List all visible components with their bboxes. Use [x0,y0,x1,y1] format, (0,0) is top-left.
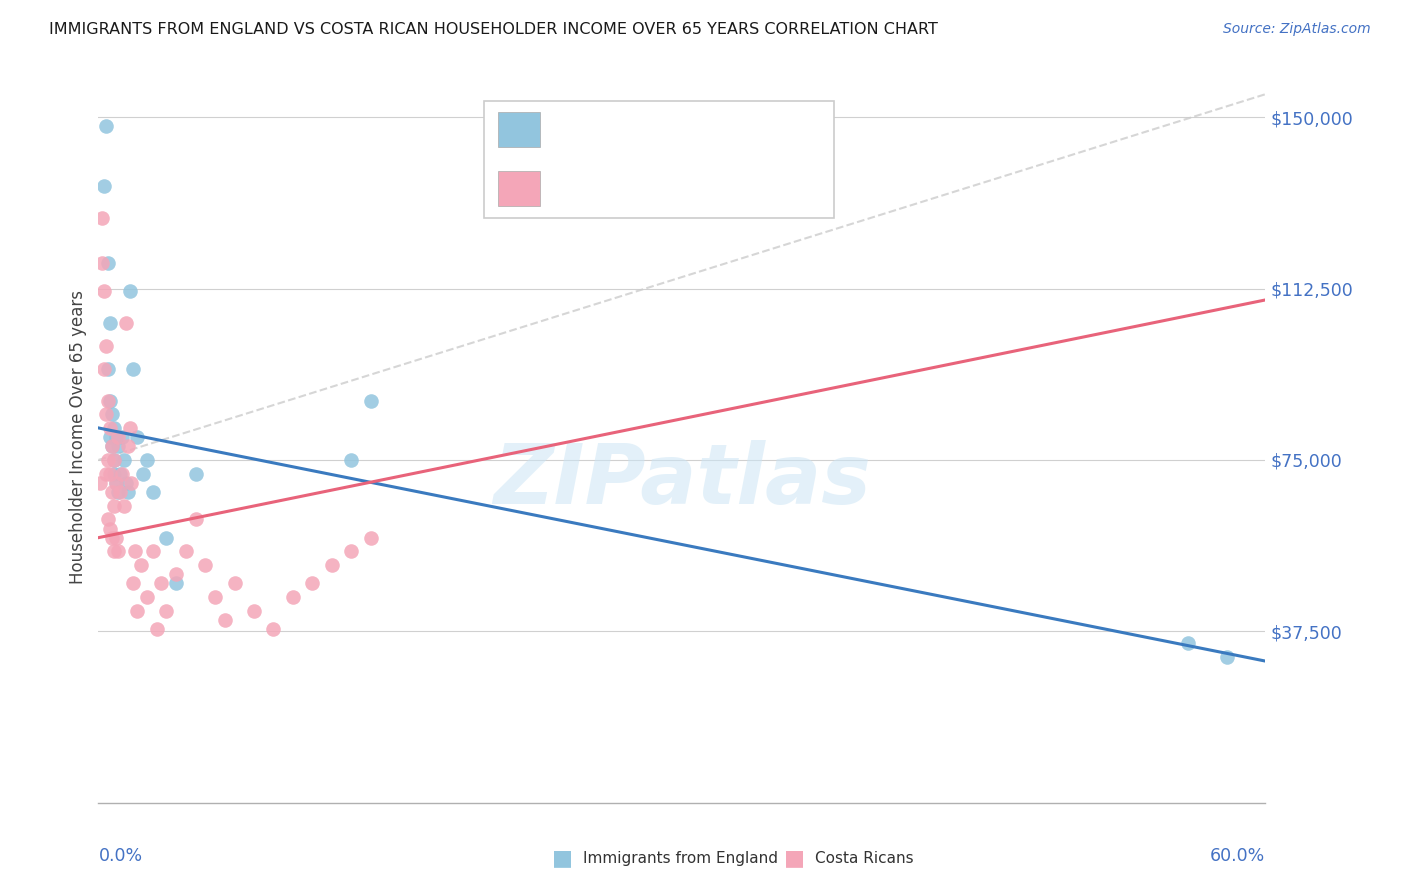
Point [114,475,136,490]
Point [360,531,382,545]
Point [117,439,139,453]
Text: Source: ZipAtlas.com: Source: ZipAtlas.com [1223,22,1371,37]
Point [184,467,207,481]
Point [204,590,226,604]
Point [107,439,129,453]
Point [281,590,304,604]
Point [122,361,145,376]
Point [101,484,124,499]
Point [142,544,165,558]
Point [91,211,114,225]
Point [107,544,129,558]
Text: ■: ■ [553,848,572,868]
Text: IMMIGRANTS FROM ENGLAND VS COSTA RICAN HOUSEHOLDER INCOME OVER 65 YEARS CORRELAT: IMMIGRANTS FROM ENGLAND VS COSTA RICAN H… [49,22,938,37]
Point [89,475,111,490]
Point [114,316,136,330]
Point [103,453,125,467]
Point [118,421,141,435]
Point [101,531,124,545]
Text: Immigrants from England: Immigrants from England [583,851,779,865]
Point [124,544,146,558]
Point [1177,636,1199,650]
Point [194,558,217,573]
Point [97,256,120,270]
Point [301,576,323,591]
Point [98,467,121,481]
Point [146,622,169,636]
Point [108,467,131,481]
Point [98,430,121,444]
Point [103,467,125,481]
Point [98,521,121,535]
Point [93,178,115,193]
Point [155,531,177,545]
Point [101,407,124,421]
Point [103,499,125,513]
Point [340,453,363,467]
Point [184,512,207,526]
Point [136,453,159,467]
Point [165,576,187,591]
Text: ■: ■ [785,848,804,868]
Text: ZIPatlas: ZIPatlas [494,441,870,522]
Point [104,475,127,490]
Point [243,604,266,618]
Point [104,475,127,490]
Point [127,604,149,618]
Text: Costa Ricans: Costa Ricans [815,851,914,865]
Point [93,361,115,376]
Point [117,484,139,499]
Point [118,284,141,298]
Point [214,613,236,627]
Point [142,484,165,499]
Point [136,590,159,604]
Point [96,119,118,133]
Point [98,393,121,408]
Point [321,558,343,573]
Point [122,576,145,591]
Point [97,512,120,526]
Point [101,439,124,453]
Point [93,284,115,298]
Point [103,421,125,435]
Point [108,484,131,499]
Point [112,499,135,513]
Point [96,338,118,352]
Point [224,576,246,591]
Point [111,430,134,444]
Point [127,430,149,444]
Point [360,393,382,408]
Point [262,622,284,636]
Point [340,544,363,558]
Point [103,544,125,558]
Point [121,475,143,490]
Point [103,453,125,467]
Point [111,467,134,481]
Point [132,467,155,481]
Y-axis label: Householder Income Over 65 years: Householder Income Over 65 years [69,290,87,584]
Point [112,453,135,467]
Point [96,467,118,481]
Text: 60.0%: 60.0% [1211,847,1265,864]
Point [91,256,114,270]
Point [98,421,121,435]
Point [149,576,172,591]
Text: 0.0%: 0.0% [98,847,142,864]
Point [1215,649,1237,664]
Point [107,430,129,444]
Point [104,430,127,444]
Point [155,604,177,618]
Point [101,439,124,453]
Point [174,544,197,558]
Point [98,316,121,330]
Point [129,558,152,573]
Point [96,407,118,421]
Point [97,453,120,467]
Point [107,484,129,499]
Point [97,361,120,376]
Point [104,531,127,545]
Point [97,393,120,408]
Point [165,567,187,582]
